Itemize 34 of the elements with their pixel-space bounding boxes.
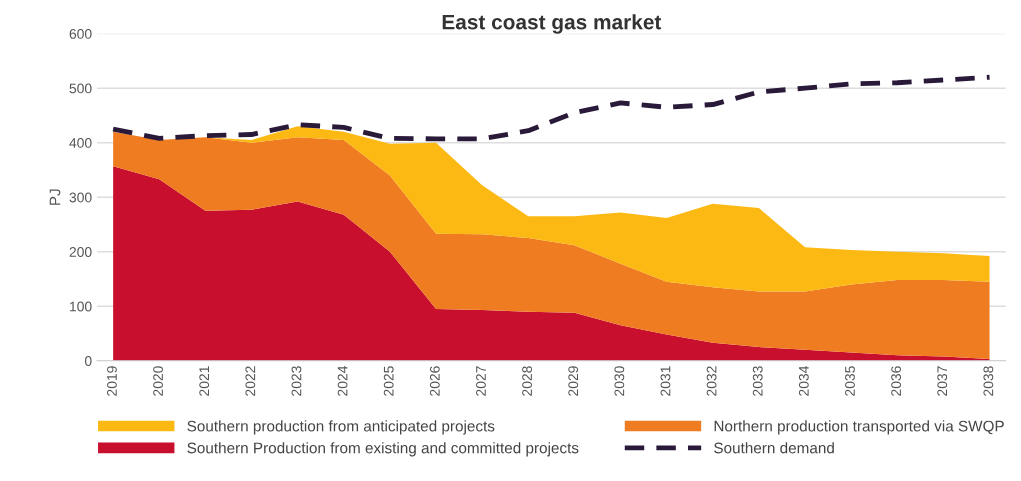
x-tick-label: 2027 bbox=[476, 366, 486, 396]
x-tick-label: 2026 bbox=[429, 366, 440, 396]
y-tick-label: 500 bbox=[69, 83, 92, 94]
x-tick-label: 2038 bbox=[983, 366, 994, 396]
x-tick-label: 2023 bbox=[291, 366, 302, 396]
legend-label: Southern Production from existing and committed projects bbox=[187, 442, 579, 457]
y-tick-label: 0 bbox=[84, 356, 92, 366]
x-tick-label: 2036 bbox=[891, 366, 902, 396]
y-tick-label: 400 bbox=[69, 138, 92, 148]
y-tick-label: 200 bbox=[69, 247, 92, 257]
legend-label: Southern demand bbox=[714, 442, 834, 454]
y-tick-label: 600 bbox=[69, 29, 92, 39]
x-tick-label: 2025 bbox=[383, 366, 394, 396]
legend-label: Southern production from anticipated projects bbox=[187, 420, 495, 435]
x-tick-label: 2028 bbox=[522, 366, 533, 396]
x-tick-label: 2033 bbox=[752, 366, 763, 396]
x-tick-label: 2030 bbox=[614, 366, 625, 396]
chart-title: East coast gas market bbox=[442, 14, 662, 34]
x-tick-label: 2029 bbox=[568, 366, 579, 396]
x-tick-label: 2021 bbox=[199, 366, 210, 396]
x-tick-label: 2020 bbox=[153, 366, 163, 396]
x-tick-label: 2032 bbox=[706, 366, 717, 396]
x-tick-label: 2035 bbox=[845, 366, 855, 396]
x-tick-label: 2024 bbox=[337, 366, 348, 396]
line-series bbox=[110, 74, 992, 142]
y-axis-title: PJ bbox=[49, 189, 61, 205]
y-tick-label: 100 bbox=[70, 301, 92, 312]
x-tick-label: 2031 bbox=[660, 366, 671, 396]
legend-label: Northern production transported via SWQP bbox=[714, 420, 1004, 435]
y-tick-label: 300 bbox=[69, 192, 92, 203]
x-tick-label: 2034 bbox=[798, 366, 809, 396]
x-tick-label: 2037 bbox=[937, 366, 948, 396]
x-tick-label: 2019 bbox=[107, 366, 117, 396]
x-tick-label: 2022 bbox=[245, 366, 256, 396]
